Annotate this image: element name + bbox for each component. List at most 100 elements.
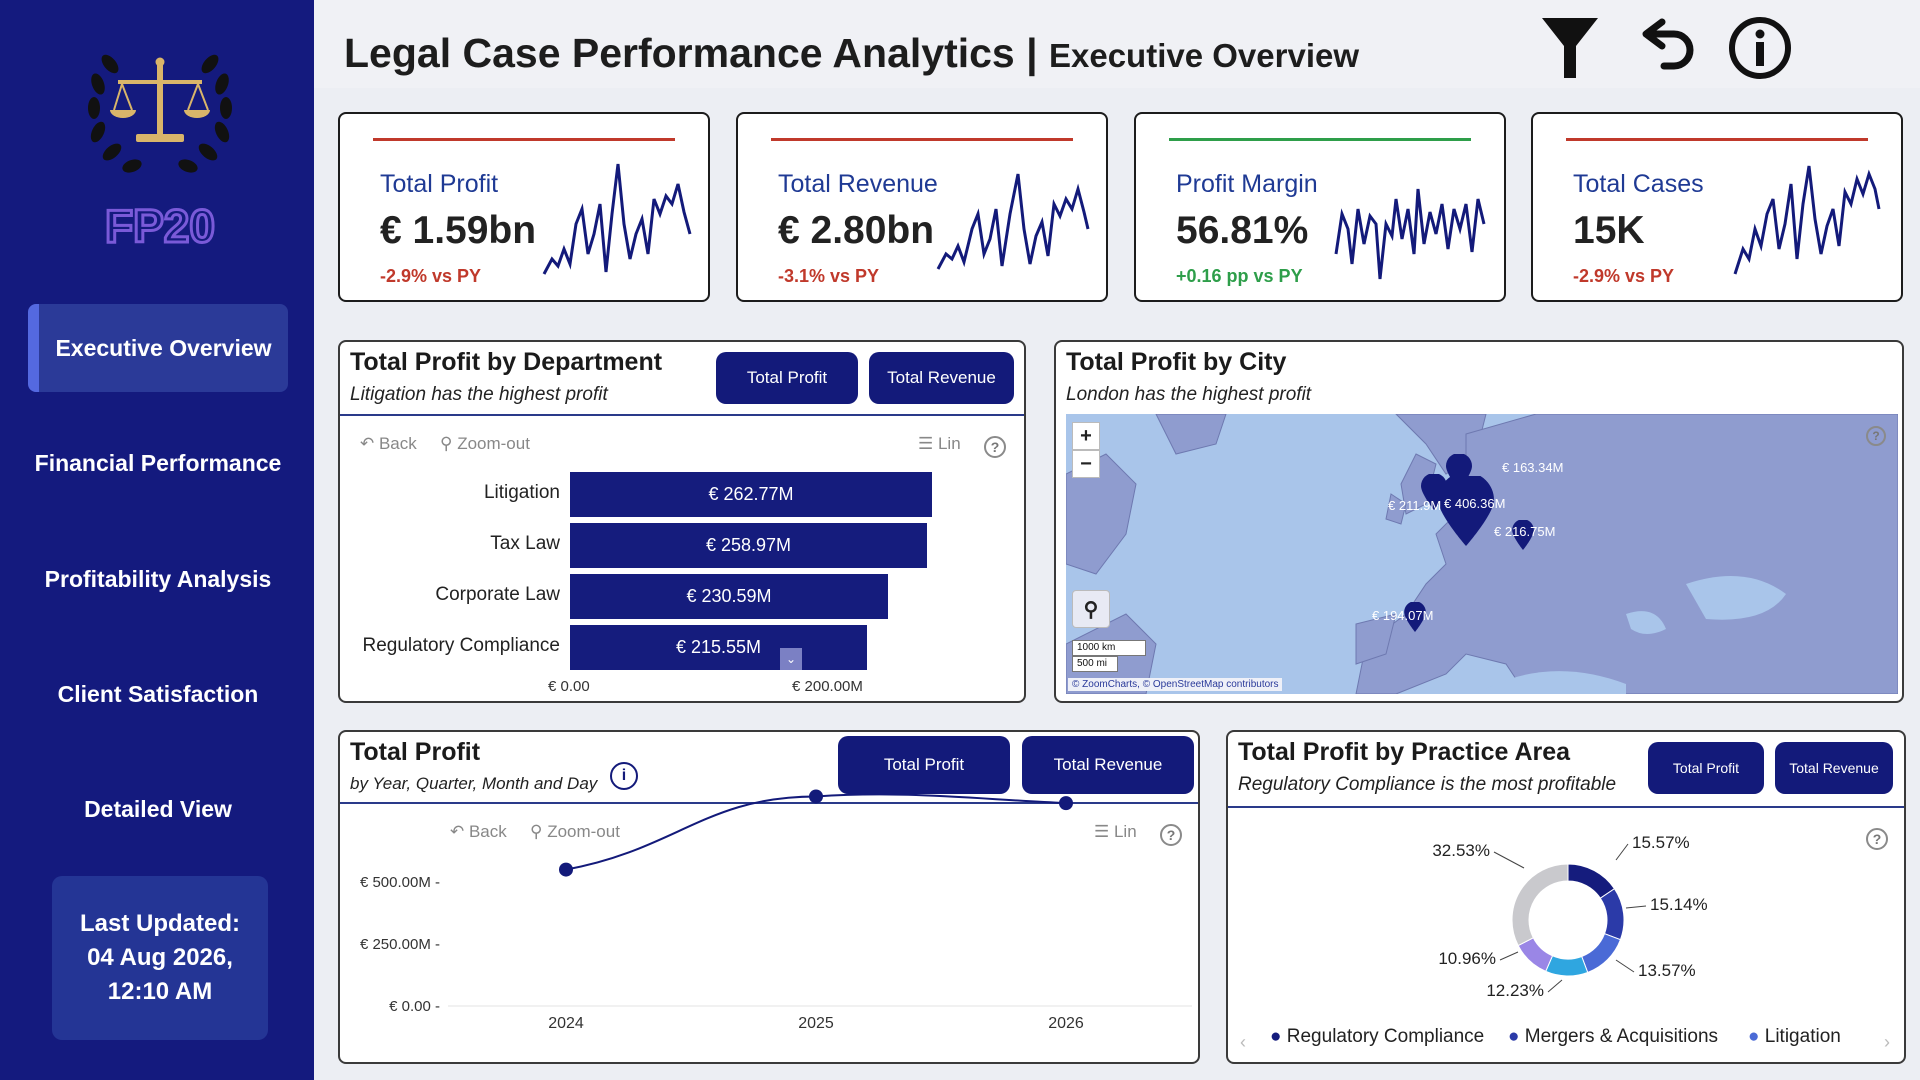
back-button[interactable]: ↶ Back bbox=[360, 434, 417, 454]
marker-label: € 163.34M bbox=[1502, 460, 1564, 475]
bar-value-label: € 230.59M bbox=[686, 586, 772, 606]
total-profit-button[interactable]: Total Profit bbox=[838, 736, 1010, 794]
zoom-out-button[interactable]: ⚲ Zoom-out bbox=[530, 822, 620, 842]
kpi-delta: -2.9% vs PY bbox=[380, 266, 482, 286]
bar-value-label: € 215.55M bbox=[675, 637, 762, 657]
back-button[interactable]: ↶ Back bbox=[450, 822, 507, 842]
lin-label: Lin bbox=[937, 434, 961, 453]
last-updated-card: Last Updated: 04 Aug 2026, 12:10 AM bbox=[52, 876, 268, 1040]
slice-leader-line bbox=[1547, 979, 1563, 993]
kpi-accent-bar bbox=[1169, 138, 1471, 141]
nav-detailed-view[interactable]: Detailed View bbox=[84, 795, 232, 822]
info-icon[interactable] bbox=[1726, 14, 1794, 82]
bar-value-label: € 262.77M bbox=[708, 484, 794, 504]
data-point[interactable] bbox=[559, 862, 573, 877]
donut-slice[interactable] bbox=[1599, 888, 1625, 941]
scale-mi: 500 mi bbox=[1072, 656, 1118, 672]
bar[interactable]: € 215.55M bbox=[570, 625, 867, 670]
profit-line-chart: € 500.00M - € 250.00M - € 0.00 - 2024 2025 20… bbox=[360, 789, 1192, 1032]
undo-icon[interactable] bbox=[1634, 14, 1702, 82]
nav-executive-overview[interactable]: Executive Overview bbox=[28, 304, 288, 392]
profit-by-city-panel: Total Profit by City London has the high… bbox=[1054, 340, 1904, 703]
x-tick-label: € 0.00 bbox=[548, 678, 590, 695]
kpi-card-total-revenue: Total Revenue € 2.80bn -3.1% vs PY bbox=[736, 112, 1108, 302]
kpi-value: € 2.80bn bbox=[778, 209, 935, 252]
total-profit-button[interactable]: Total Profit bbox=[716, 352, 858, 404]
total-revenue-button[interactable]: Total Revenue bbox=[869, 352, 1014, 404]
legend-prev-icon[interactable]: ‹ bbox=[1240, 1032, 1246, 1052]
data-point[interactable] bbox=[1059, 796, 1073, 811]
magnifier-icon: ⚲ bbox=[530, 822, 548, 841]
bar[interactable]: € 258.97M bbox=[570, 523, 927, 568]
map-zoom-out-button[interactable]: − bbox=[1072, 450, 1100, 478]
panel-title: Total Profit bbox=[350, 738, 481, 766]
panel-subtitle: by Year, Quarter, Month and Day bbox=[350, 774, 598, 793]
map-marker-london[interactable] bbox=[1438, 476, 1494, 546]
y-tick-label: € 250.00M - bbox=[360, 936, 440, 953]
slice-label: 15.14% bbox=[1650, 895, 1708, 914]
chevron-down-icon[interactable]: ⌄ bbox=[780, 648, 802, 670]
donut-slice[interactable] bbox=[1581, 933, 1622, 974]
total-profit-trend-panel: Total Profit by Year, Quarter, Month and… bbox=[338, 730, 1200, 1064]
zoom-out-button[interactable]: ⚲ Zoom-out bbox=[440, 434, 530, 454]
logo: FP20 bbox=[88, 54, 232, 254]
help-icon[interactable]: ? bbox=[1160, 824, 1182, 846]
scale-km: 1000 km bbox=[1072, 640, 1146, 656]
kpi-accent-bar bbox=[1566, 138, 1868, 141]
legend-item[interactable]: ● Mergers & Acquisitions bbox=[1508, 1026, 1718, 1048]
nav-client-satisfaction[interactable]: Client Satisfaction bbox=[57, 680, 259, 707]
marker-label: € 406.36M bbox=[1444, 496, 1506, 511]
slice-leader-line bbox=[1493, 851, 1525, 869]
map-marker[interactable] bbox=[1512, 520, 1534, 550]
kpi-value: 15K bbox=[1573, 209, 1645, 252]
linear-scale-toggle[interactable]: ☰ Lin bbox=[1094, 822, 1137, 842]
page-title-main: Legal Case Performance Analytics bbox=[344, 30, 1015, 76]
lasso-select-icon[interactable]: ⚲ bbox=[1072, 590, 1110, 628]
donut-slice[interactable] bbox=[1511, 863, 1569, 947]
panel-subtitle: Regulatory Compliance is the most profit… bbox=[1238, 774, 1617, 795]
total-profit-button[interactable]: Total Profit bbox=[1648, 742, 1764, 794]
category-label: Regulatory Compliance bbox=[362, 635, 561, 656]
legend-item[interactable]: ● Regulatory Compliance bbox=[1270, 1026, 1484, 1048]
title-separator: | bbox=[1014, 30, 1049, 76]
back-arrow-icon: ↶ bbox=[450, 822, 469, 841]
list-icon: ☰ bbox=[918, 434, 938, 453]
map-view[interactable]: € 163.34M € 211.9M € 406.36M € 216.75M €… bbox=[1066, 414, 1898, 694]
help-icon[interactable]: ? bbox=[1866, 426, 1886, 446]
help-icon[interactable]: ? bbox=[1866, 828, 1888, 850]
panel-title: Total Profit by City bbox=[1066, 348, 1287, 376]
total-revenue-button[interactable]: Total Revenue bbox=[1022, 736, 1194, 794]
category-label: Litigation bbox=[483, 482, 560, 503]
sparkline-total-revenue bbox=[936, 173, 1090, 270]
brand-logo-text: FP20 bbox=[105, 200, 215, 252]
donut-slice[interactable] bbox=[1545, 955, 1589, 977]
last-updated-label: Last Updated: bbox=[79, 910, 240, 937]
nav-profitability-analysis[interactable]: Profitability Analysis bbox=[44, 565, 272, 592]
legend-next-icon[interactable]: › bbox=[1884, 1032, 1890, 1052]
map-zoom-in-button[interactable]: + bbox=[1072, 422, 1100, 450]
page-title: Legal Case Performance Analytics | Execu… bbox=[344, 30, 1359, 77]
sparkline-profit-margin bbox=[1334, 188, 1486, 280]
kpi-card-total-profit: Total Profit € 1.59bn -2.9% vs PY bbox=[338, 112, 710, 302]
bar[interactable]: € 262.77M bbox=[570, 472, 932, 517]
marker-label: € 211.9M bbox=[1388, 498, 1442, 513]
kpi-accent-bar bbox=[771, 138, 1073, 141]
help-icon[interactable]: ? bbox=[984, 436, 1006, 458]
x-tick-label: 2024 bbox=[548, 1015, 584, 1032]
filter-icon[interactable] bbox=[1536, 14, 1604, 82]
total-revenue-button[interactable]: Total Revenue bbox=[1775, 742, 1893, 794]
back-label: Back bbox=[378, 434, 417, 453]
linear-scale-toggle[interactable]: ☰ Lin bbox=[918, 434, 961, 454]
map-marker[interactable] bbox=[1404, 602, 1426, 632]
data-point[interactable] bbox=[809, 789, 823, 804]
map-attribution[interactable]: © ZoomCharts, © OpenStreetMap contributo… bbox=[1068, 678, 1283, 691]
kpi-value: € 1.59bn bbox=[380, 209, 537, 252]
kpi-card-total-cases: Total Cases 15K -2.9% vs PY bbox=[1531, 112, 1903, 302]
legend-item[interactable]: ● Litigation bbox=[1748, 1026, 1841, 1048]
page-subtitle: Executive Overview bbox=[1048, 37, 1360, 74]
info-icon[interactable]: i bbox=[610, 762, 638, 790]
kpi-accent-bar bbox=[373, 138, 675, 141]
bar[interactable]: € 230.59M bbox=[570, 574, 888, 619]
nav-financial-performance[interactable]: Financial Performance bbox=[34, 449, 282, 476]
legend-dot: ● bbox=[1508, 1026, 1525, 1047]
